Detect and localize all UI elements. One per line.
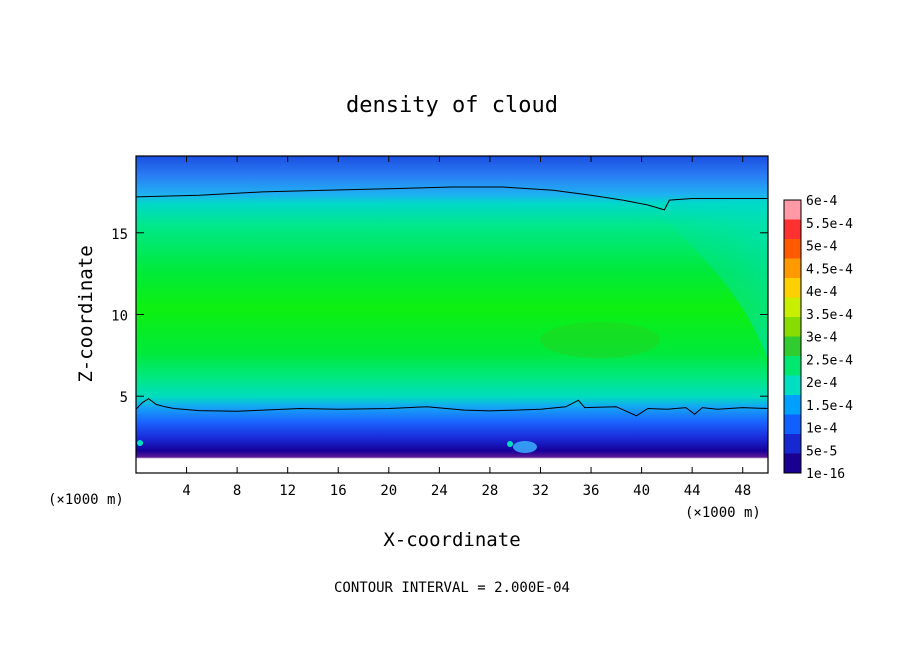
colorbar-label: 3.5e-4 bbox=[806, 308, 853, 323]
x-tick-label: 36 bbox=[583, 483, 600, 499]
contour-line bbox=[136, 186, 768, 211]
colorbar-swatch bbox=[784, 297, 801, 318]
colorbar: 6e-4 5.5e-4 5e-4 4.5e-4 4e-4 3.5e-4 3e-4 2.5e-4… bbox=[783, 194, 853, 482]
colorbar-frame bbox=[783, 199, 802, 474]
y-tick-label: 15 bbox=[111, 227, 128, 243]
contour-lines bbox=[136, 186, 768, 417]
x-unit-right: (×1000 m) bbox=[685, 505, 761, 521]
x-tick-label: 20 bbox=[380, 483, 397, 499]
colorbar-label: 1e-16 bbox=[806, 467, 845, 482]
colorbar-swatch bbox=[784, 239, 801, 259]
x-tick-label: 24 bbox=[431, 483, 448, 499]
x-unit-left: (×1000 m) bbox=[48, 492, 124, 508]
colorbar-label: 4.5e-4 bbox=[806, 262, 853, 277]
colorbar-swatch bbox=[784, 453, 801, 474]
colorbar-label: 5.5e-4 bbox=[806, 217, 853, 232]
low-cloud-patch bbox=[137, 440, 143, 446]
colorbar-label: 5e-5 bbox=[806, 444, 837, 459]
x-axis-label: X-coordinate bbox=[383, 529, 520, 551]
x-tick-label: 4 bbox=[182, 483, 190, 499]
plot-area bbox=[136, 156, 768, 473]
low-cloud-patch bbox=[513, 441, 537, 453]
colorbar-swatch bbox=[784, 395, 801, 415]
y-tick-label: 10 bbox=[111, 309, 128, 325]
x-tick-label: 32 bbox=[532, 483, 549, 499]
colorbar-swatch bbox=[784, 434, 801, 454]
colorbar-label: 6e-4 bbox=[806, 194, 837, 209]
colorbar-label: 3e-4 bbox=[806, 331, 837, 346]
colorbar-swatch bbox=[784, 258, 801, 279]
colorbar-label: 5e-4 bbox=[806, 240, 837, 255]
chart-title: density of cloud bbox=[346, 93, 558, 118]
x-axis: 4 8 12 16 20 24 28 32 36 40 44 48 bbox=[182, 156, 751, 499]
x-tick-label: 8 bbox=[233, 483, 241, 499]
colorbar-swatch bbox=[784, 317, 801, 337]
colorbar-swatch bbox=[784, 219, 801, 240]
colorbar-swatch bbox=[784, 278, 801, 298]
colorbar-swatch bbox=[784, 200, 801, 220]
colorbar-label: 1.5e-4 bbox=[806, 399, 853, 414]
colorbar-label: 1e-4 bbox=[806, 422, 837, 437]
x-tick-label: 44 bbox=[684, 483, 701, 499]
contour-line bbox=[136, 398, 768, 417]
x-tick-label: 28 bbox=[481, 483, 498, 499]
colorbar-label: 2e-4 bbox=[806, 376, 837, 391]
contour-interval-note: CONTOUR INTERVAL = 2.000E-04 bbox=[334, 580, 570, 596]
x-tick-label: 12 bbox=[279, 483, 296, 499]
colorbar-swatch bbox=[784, 414, 801, 435]
right-edge-tongue bbox=[640, 200, 768, 360]
colorbar-swatch bbox=[784, 336, 801, 357]
colorbar-swatch bbox=[784, 375, 801, 396]
x-tick-label: 48 bbox=[734, 483, 751, 499]
y-axis: 5 10 15 bbox=[111, 227, 768, 406]
x-tick-label: 16 bbox=[330, 483, 347, 499]
low-cloud-patch bbox=[507, 441, 513, 447]
colorbar-swatch bbox=[784, 356, 801, 376]
y-axis-label: Z-coordinate bbox=[75, 245, 97, 382]
y-tick-label: 5 bbox=[120, 390, 128, 406]
x-tick-label: 40 bbox=[633, 483, 650, 499]
cloud-core-patch bbox=[540, 322, 660, 358]
colorbar-label: 4e-4 bbox=[806, 285, 837, 300]
colorbar-label: 2.5e-4 bbox=[806, 353, 853, 368]
